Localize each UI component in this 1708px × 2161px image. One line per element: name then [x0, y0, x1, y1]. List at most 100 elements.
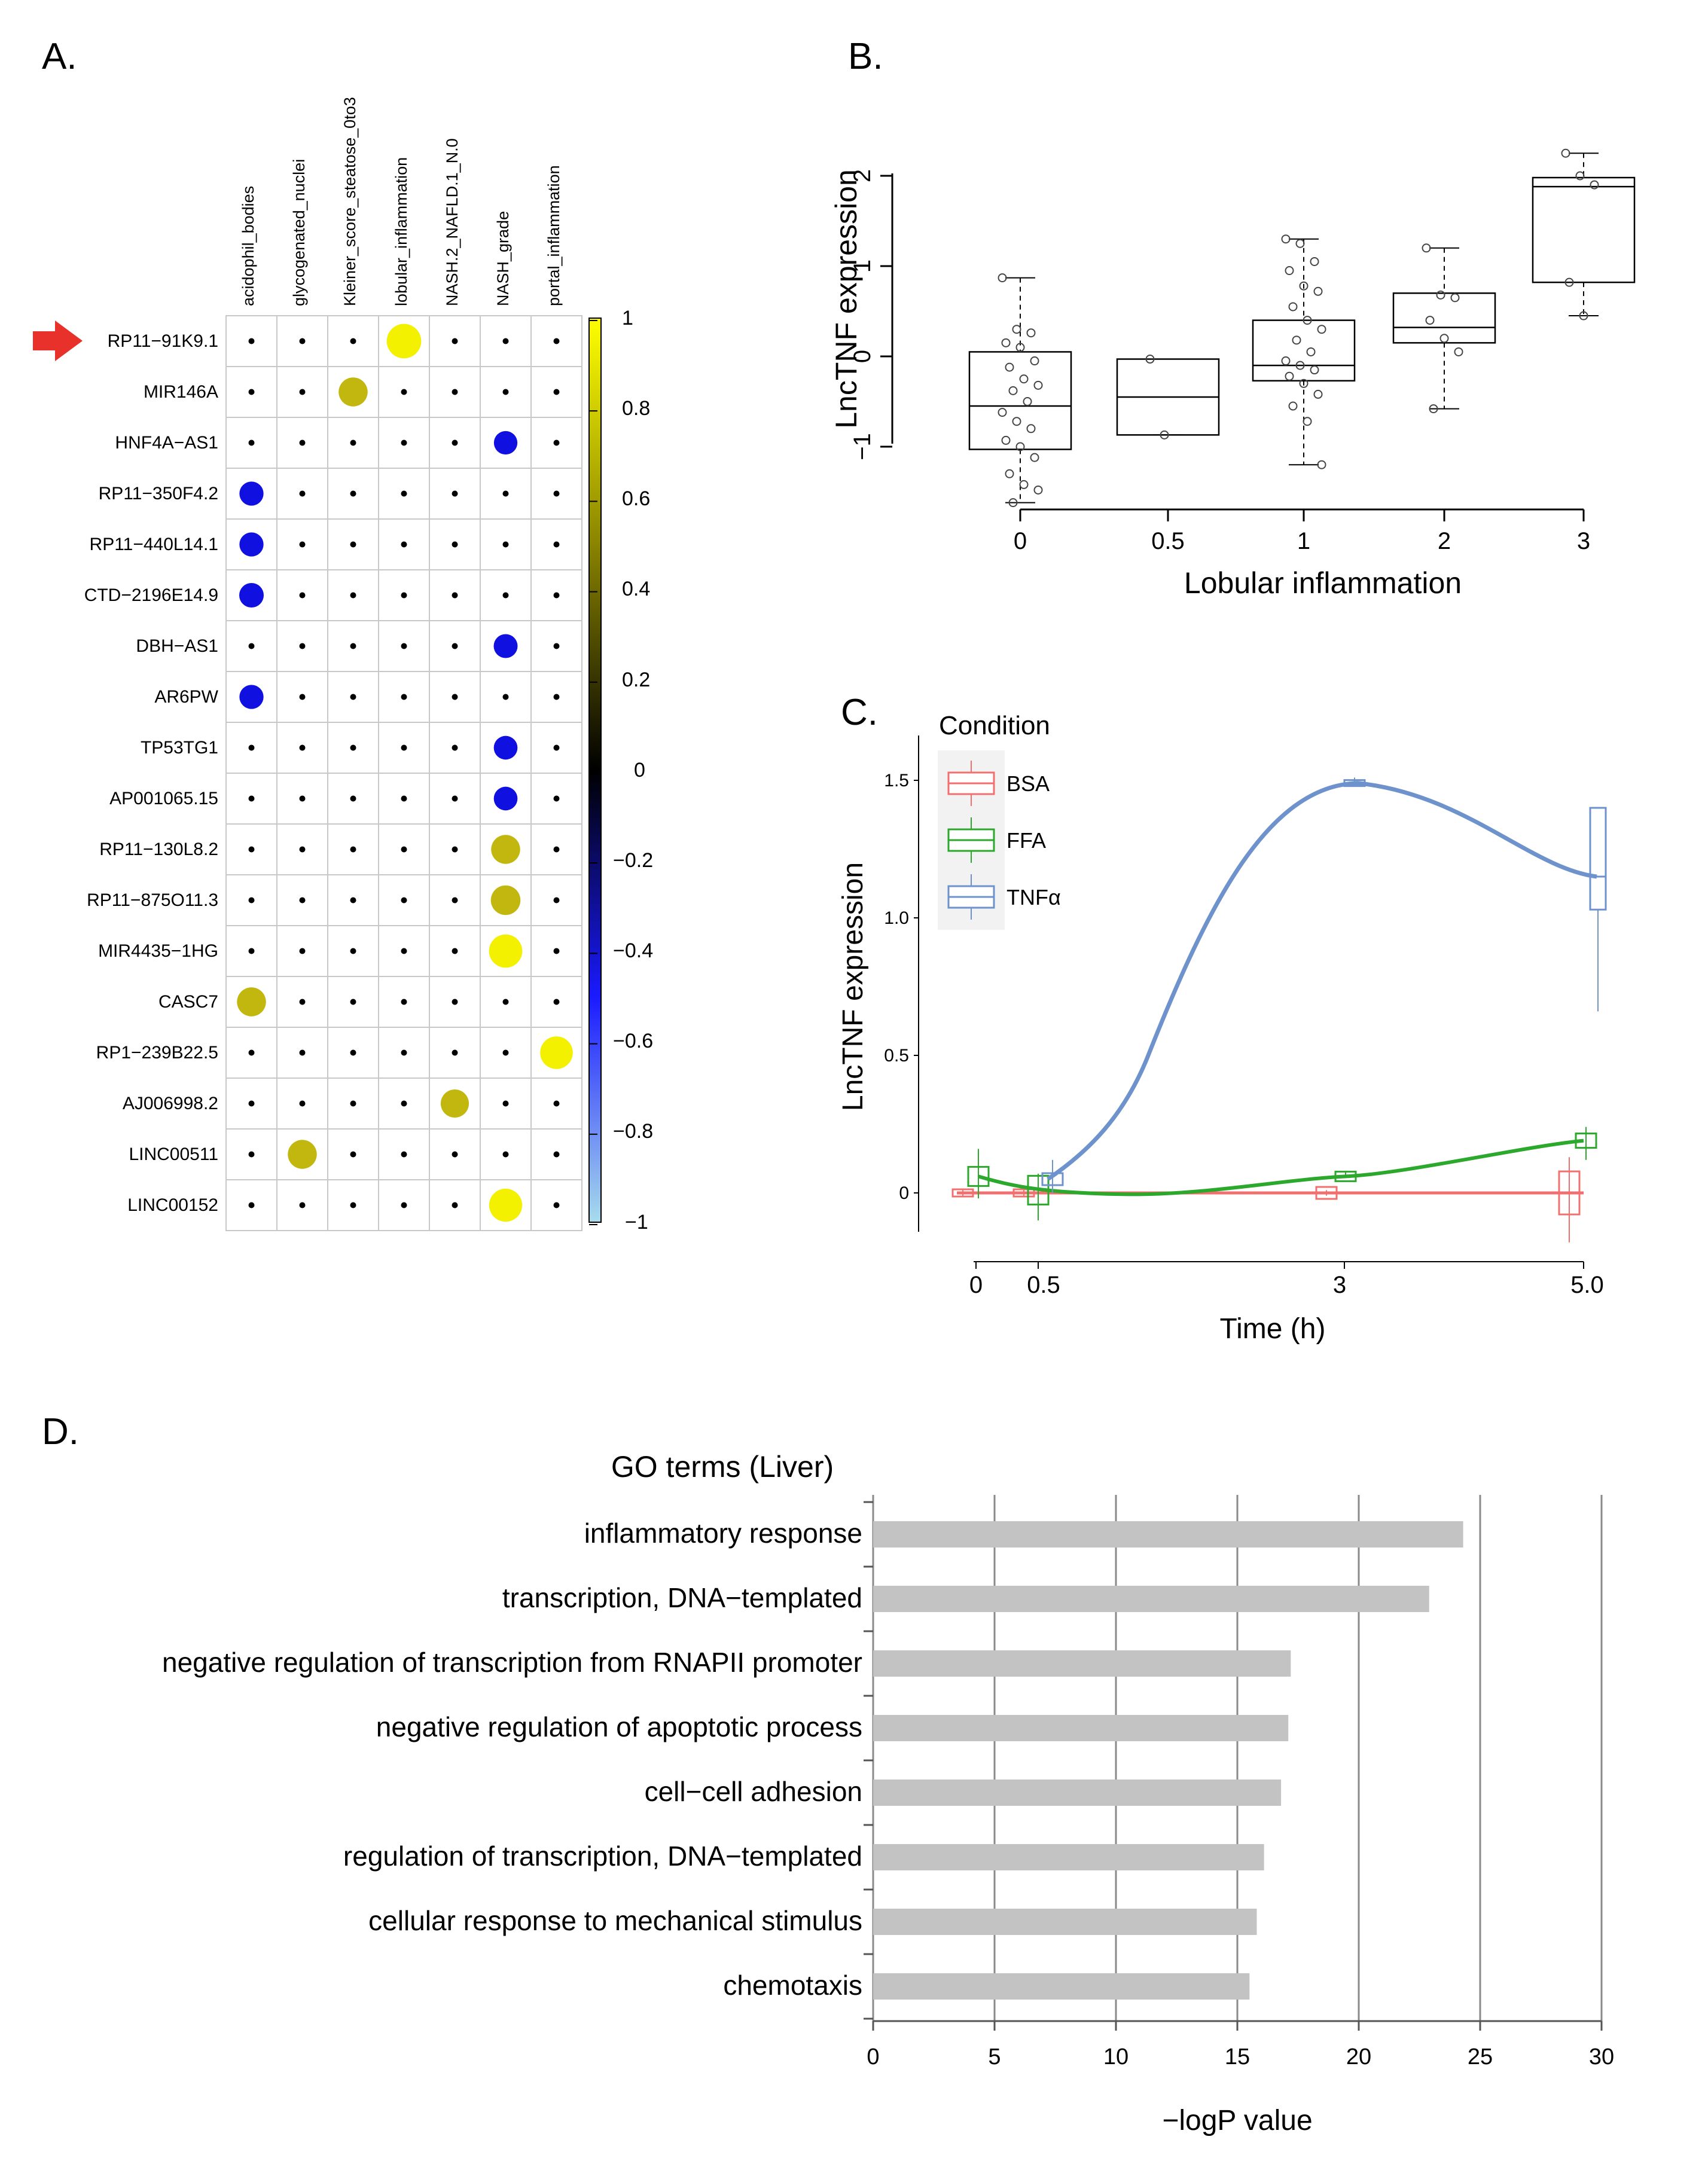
row-label: TP53TG1 — [141, 738, 218, 758]
heatmap-dot — [299, 1100, 306, 1107]
grid-lines — [864, 1495, 1603, 2031]
x-tick-label: 30 — [1589, 2044, 1614, 2070]
row-label: DBH−AS1 — [136, 636, 218, 656]
heatmap-dot — [299, 948, 306, 954]
data-point — [1005, 469, 1014, 478]
heatmap-column-labels: acidophil_bodies glycogenated_nuclei Kle… — [239, 97, 563, 306]
col-label: lobular_inflammation — [392, 157, 410, 306]
data-point — [1295, 239, 1305, 248]
box-plot-marks — [968, 148, 1636, 508]
data-point — [1285, 266, 1294, 276]
heatmap-dot — [299, 999, 306, 1005]
data-point — [1303, 316, 1312, 325]
heatmap-correlation-circle — [338, 377, 368, 407]
panel-b-boxplot: −1 0 1 2 0 0.5 1 2 3 Lobular inflammatio… — [829, 148, 1636, 600]
heatmap-dot — [248, 439, 255, 446]
heatmap-dot — [553, 795, 560, 802]
category-label: transcription, DNA−templated — [502, 1582, 862, 1613]
x-tick-label: 25 — [1468, 2044, 1493, 2070]
colorbar-tick-label: −0.2 — [613, 849, 653, 872]
data-point — [1160, 430, 1169, 439]
box-rect — [951, 1188, 974, 1198]
heatmap-dot — [502, 1100, 509, 1107]
heatmap-dot — [401, 490, 407, 497]
heatmap-correlation-circle — [490, 885, 521, 915]
heatmap-dot — [502, 541, 509, 548]
data-point — [1015, 343, 1025, 352]
heatmap-dot — [350, 1151, 356, 1158]
heatmap-dot — [553, 846, 560, 853]
row-label: RP11−130L8.2 — [99, 840, 218, 859]
heatmap-dot — [502, 490, 509, 497]
colorbar-tick-label: 0.4 — [622, 578, 650, 600]
heatmap-dot — [299, 1202, 306, 1208]
data-point — [1590, 180, 1599, 190]
data-point — [1436, 290, 1445, 300]
data-point — [1454, 347, 1463, 356]
data-point — [1001, 435, 1011, 445]
data-point — [1026, 328, 1036, 338]
bars — [873, 1521, 1463, 2000]
heatmap-dot — [452, 744, 458, 751]
panel-label-a: A. — [42, 36, 77, 77]
heatmap-dot — [248, 1049, 255, 1056]
category-label: negative regulation of apoptotic process — [376, 1711, 862, 1742]
data-point — [1579, 311, 1588, 321]
data-point — [1145, 355, 1155, 364]
heatmap-dot — [401, 1151, 407, 1158]
heatmap-cell — [225, 468, 277, 520]
heatmap-dot — [452, 948, 458, 954]
heatmap-dot — [452, 694, 458, 700]
heatmap-dot — [350, 1100, 356, 1107]
data-point — [1015, 442, 1025, 451]
data-point — [1561, 148, 1570, 158]
heatmap-dot — [299, 338, 306, 344]
col-label: Kleiner_score_steatose_0to3 — [341, 97, 359, 306]
data-point — [1285, 371, 1294, 381]
data-point — [1019, 374, 1029, 384]
legend-keys — [947, 761, 995, 920]
heatmap-correlation-circle — [491, 835, 520, 864]
heatmap-dot — [401, 1049, 407, 1056]
heatmap-dot — [401, 439, 407, 446]
heatmap-dot — [299, 643, 306, 649]
heatmap-dot — [452, 795, 458, 802]
data-point — [1299, 281, 1309, 291]
box-rect — [967, 1165, 990, 1187]
panel-c-linechart: 0 0.5 1.0 1.5 0 0.5 3 5.0 Time (h) LncTN… — [837, 711, 1607, 1345]
bar — [873, 1715, 1289, 1741]
category-label: negative regulation of transcription fro… — [162, 1647, 862, 1678]
heatmap-dot — [502, 389, 509, 395]
colorbar — [588, 318, 602, 1223]
row-label: LINC00152 — [127, 1195, 218, 1215]
heatmap-dot — [502, 999, 509, 1005]
col-label: portal_inflammation — [545, 165, 563, 306]
colorbar-tick-label: 0 — [634, 759, 645, 782]
heatmap-correlation-circle — [493, 786, 518, 811]
panel-label-b: B. — [848, 36, 883, 77]
heatmap-dot — [401, 643, 407, 649]
colorbar-tick-label: 0.2 — [622, 669, 650, 691]
heatmap-correlation-circle — [489, 1188, 523, 1222]
y-tick-labels: 0 0.5 1.0 1.5 — [884, 771, 909, 1203]
line-chart-marks — [951, 777, 1607, 1243]
box-rect — [1558, 1170, 1581, 1216]
heatmap-dot — [248, 897, 255, 904]
data-point — [1429, 404, 1438, 414]
y-tick-label: 1 — [849, 260, 876, 273]
data-point — [1310, 257, 1319, 266]
x-axis-label: −logP value — [1162, 2105, 1312, 2136]
bar — [873, 1973, 1250, 2000]
x-tick-label: 15 — [1225, 2044, 1250, 2070]
heatmap-dot — [350, 490, 356, 497]
heatmap-dot — [553, 999, 560, 1005]
colorbar-tick-label: 1 — [622, 307, 633, 329]
heatmap-dot — [401, 948, 407, 954]
bar — [873, 1844, 1264, 1870]
bar — [873, 1650, 1291, 1677]
heatmap-correlation-circle — [239, 685, 264, 709]
data-point — [1023, 397, 1032, 406]
legend-label: TNFα — [1006, 885, 1061, 909]
x-tick-label: 0.5 — [1151, 528, 1185, 554]
box-rect — [1589, 807, 1607, 911]
